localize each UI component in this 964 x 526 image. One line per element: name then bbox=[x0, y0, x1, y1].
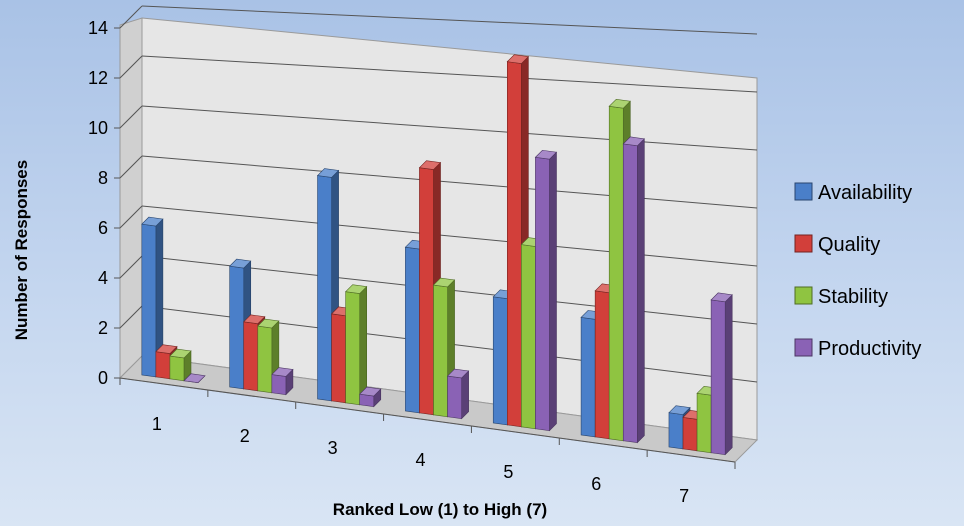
gridline-side bbox=[119, 155, 143, 179]
gridline-side bbox=[119, 105, 143, 129]
legend-label: Availability bbox=[818, 182, 912, 204]
gridline-side bbox=[119, 5, 143, 29]
bar-productivity-2 bbox=[271, 367, 294, 396]
y-tick-label: 2 bbox=[98, 318, 108, 338]
gridline bbox=[141, 205, 758, 267]
x-axis-line bbox=[119, 377, 736, 463]
bar-availability-1 bbox=[141, 216, 164, 378]
gridline bbox=[141, 105, 758, 151]
x-tick-label: 2 bbox=[240, 426, 250, 446]
y-tick-label: 4 bbox=[98, 268, 108, 288]
gridline bbox=[141, 55, 758, 93]
legend-swatch bbox=[794, 182, 813, 201]
x-tick-label: 6 bbox=[591, 474, 601, 494]
y-tick-label: 10 bbox=[88, 118, 108, 138]
y-axis-ticks: 0 2 4 6 8 10 12 14 bbox=[88, 18, 120, 388]
bars bbox=[141, 54, 733, 456]
legend-item-availability: Availability bbox=[794, 182, 912, 204]
legend-swatch bbox=[794, 286, 813, 305]
x-tick-label: 7 bbox=[679, 486, 689, 506]
x-tick-label: 1 bbox=[152, 414, 162, 434]
legend-label: Stability bbox=[818, 286, 888, 308]
bar-stability-3 bbox=[345, 284, 368, 406]
gridline-side bbox=[119, 305, 143, 329]
legend-swatch bbox=[794, 338, 813, 357]
y-tick-label: 12 bbox=[88, 68, 108, 88]
y-tick-label: 14 bbox=[88, 18, 108, 38]
gridline bbox=[141, 5, 758, 35]
x-axis-ticks: 1 2 3 4 5 6 7 bbox=[119, 377, 736, 506]
legend-item-stability: Stability bbox=[794, 286, 888, 308]
legend-item-productivity: Productivity bbox=[794, 338, 921, 360]
bar-productivity-4 bbox=[446, 368, 470, 420]
bar-productivity-5 bbox=[534, 149, 558, 432]
x-tick-label: 5 bbox=[503, 462, 513, 482]
bar-productivity-1 bbox=[183, 373, 206, 383]
gridline-side bbox=[119, 255, 143, 279]
bar-productivity-3 bbox=[359, 386, 382, 408]
legend-label: Quality bbox=[818, 234, 880, 256]
bar-stability-1 bbox=[169, 348, 192, 382]
x-tick-label: 4 bbox=[415, 450, 425, 470]
legend-label: Productivity bbox=[818, 338, 921, 360]
y-tick-label: 0 bbox=[98, 368, 108, 388]
y-axis-title: Number of Responses bbox=[12, 160, 31, 340]
bar-productivity-7 bbox=[710, 292, 733, 456]
gridline bbox=[141, 155, 758, 209]
legend-item-quality: Quality bbox=[794, 234, 880, 256]
y-tick-label: 6 bbox=[98, 218, 108, 238]
bar-productivity-6 bbox=[622, 136, 645, 444]
x-tick-label: 3 bbox=[328, 438, 338, 458]
legend-swatch bbox=[794, 234, 813, 253]
legend: Availability Quality Stability Productivity bbox=[794, 182, 921, 360]
gridline-side bbox=[119, 55, 143, 79]
y-tick-label: 8 bbox=[98, 168, 108, 188]
x-axis-title: Ranked Low (1) to High (7) bbox=[333, 500, 547, 519]
gridline-side bbox=[119, 205, 143, 229]
